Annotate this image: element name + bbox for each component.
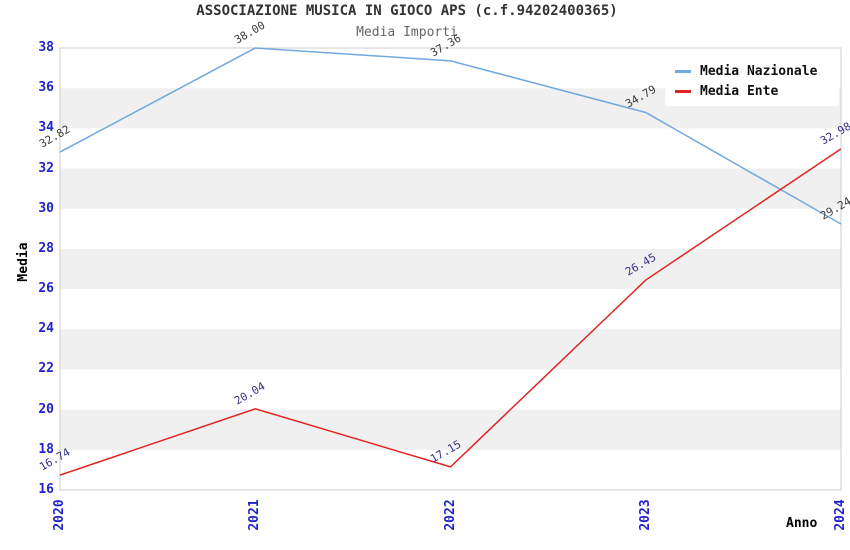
grid-band <box>60 248 841 290</box>
x-axis-title: Anno <box>786 516 818 531</box>
grid-band <box>60 168 841 209</box>
grid-band <box>60 369 841 410</box>
grid-band <box>60 128 841 169</box>
x-tick-label: 2022 <box>442 499 458 531</box>
x-tick-label: 2021 <box>247 499 263 531</box>
legend-item: Media Ente <box>675 81 839 101</box>
grid-band <box>60 409 841 450</box>
y-tick-label: 20 <box>38 401 54 417</box>
y-tick-label: 36 <box>38 80 54 96</box>
y-tick-label: 22 <box>38 361 54 377</box>
y-tick-label: 30 <box>38 200 54 216</box>
x-tick-label: 2020 <box>52 499 67 531</box>
grid-band <box>60 329 841 370</box>
series-line-0 <box>59 47 842 225</box>
grid-band <box>60 449 841 490</box>
x-tick-label: 2024 <box>833 499 848 531</box>
x-tick-label: 2023 <box>637 499 653 531</box>
grid-band <box>60 208 841 249</box>
legend-line-icon <box>675 69 691 73</box>
y-axis-title: Media <box>16 242 31 282</box>
legend-label: Media Ente <box>700 83 779 99</box>
chart-subtitle: Media Importi <box>356 25 458 40</box>
series-line-1 <box>59 148 842 476</box>
y-tick-label: 38 <box>38 40 54 55</box>
legend: Media Nazionale Media Ente <box>665 56 839 106</box>
y-tick-label: 32 <box>38 160 54 176</box>
y-tick-label: 34 <box>38 120 54 136</box>
plot-border <box>59 47 842 491</box>
chart-title: ASSOCIAZIONE MUSICA IN GIOCO APS (c.f.94… <box>196 3 618 19</box>
y-tick-label: 28 <box>38 240 54 256</box>
y-tick-label: 18 <box>38 441 54 457</box>
y-tick-label: 24 <box>38 321 54 337</box>
y-tick-label: 26 <box>38 281 54 297</box>
y-tick-label: 16 <box>38 482 54 497</box>
grid-band <box>60 289 841 330</box>
legend-item: Media Nazionale <box>675 61 839 81</box>
legend-line-icon <box>675 89 691 93</box>
legend-label: Media Nazionale <box>700 63 818 79</box>
